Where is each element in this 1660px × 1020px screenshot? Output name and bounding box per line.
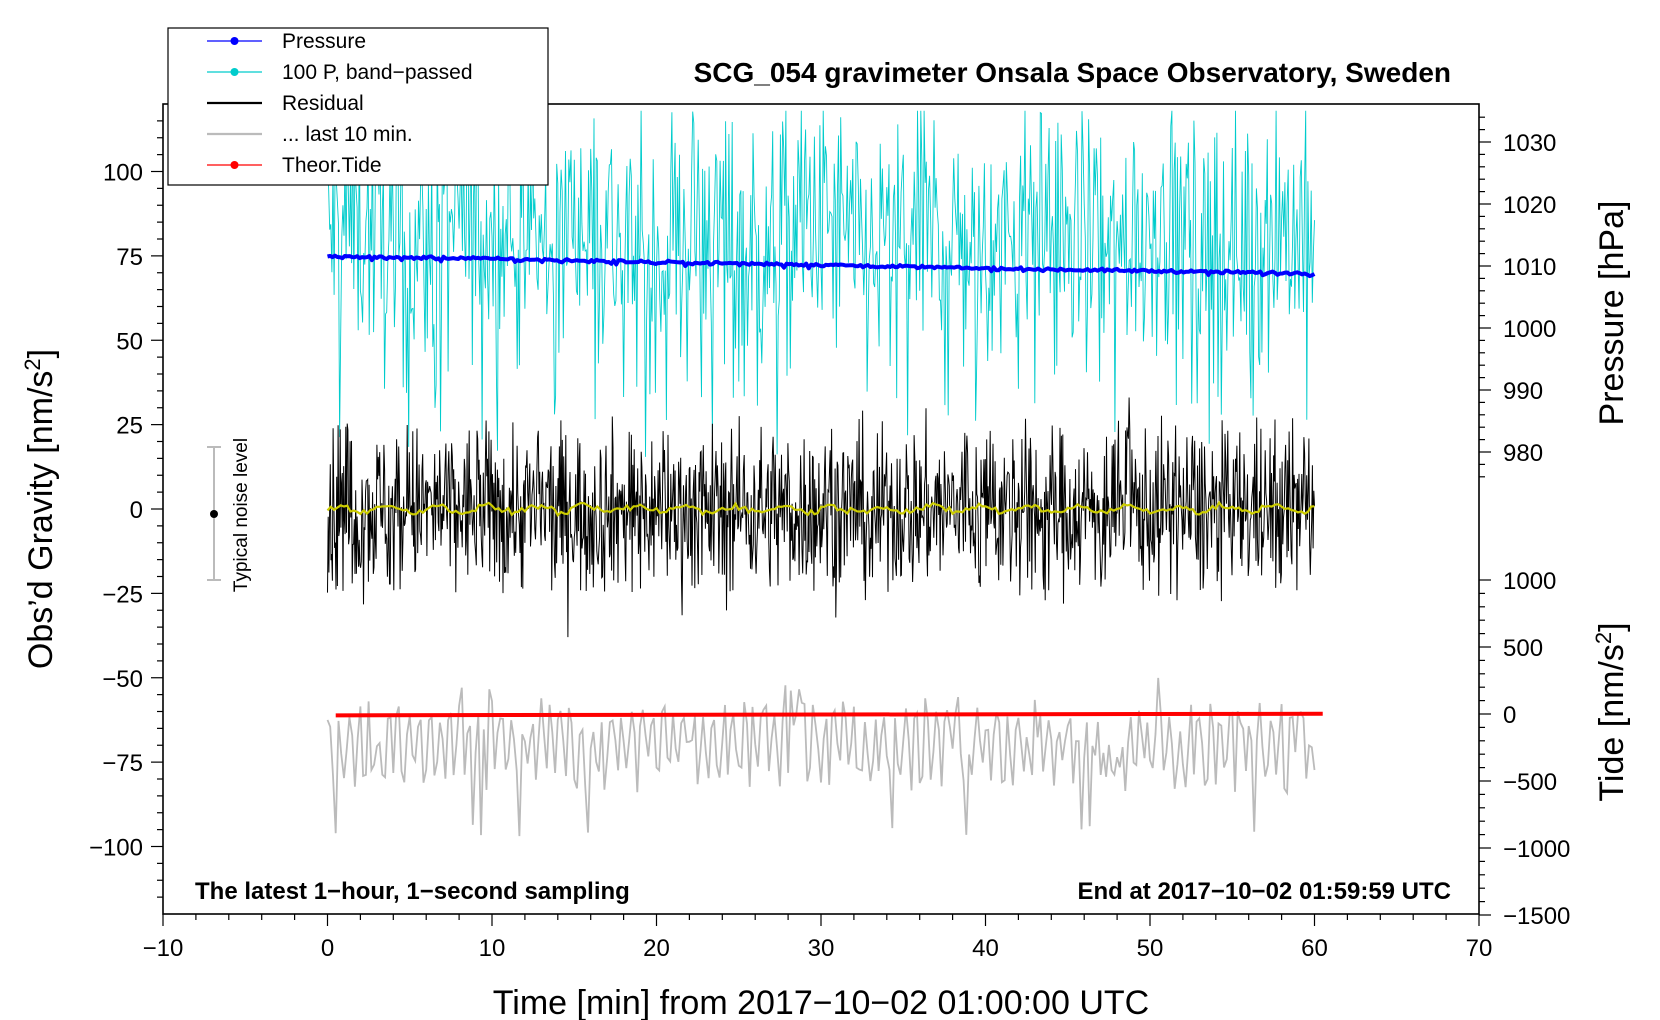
x-tick-label: 60: [1301, 935, 1328, 962]
tide-axis-title-sup: 2: [1591, 632, 1616, 644]
legend-entry: Pressure: [207, 30, 366, 53]
left-tick-label: −25: [102, 581, 143, 608]
x-tick-label: 10: [479, 935, 506, 962]
residual-smoothed-series: [326, 500, 1315, 518]
left-tick-label: −100: [89, 835, 143, 862]
legend-entry: Residual: [207, 92, 364, 115]
left-axis-title-close: ]: [22, 349, 60, 358]
x-tick-label: 40: [972, 935, 999, 962]
pressure-tick-label: 1000: [1503, 316, 1556, 343]
noise-level-indicator: Typical noise level: [207, 438, 252, 592]
tide-axis-title: Tide [nm/s2]: [1591, 622, 1631, 801]
legend-label: Theor.Tide: [282, 154, 382, 177]
x-tick-label: −10: [143, 935, 184, 962]
x-tick-label: 0: [321, 935, 334, 962]
x-tick-label: 20: [643, 935, 670, 962]
left-axis-title: Obs’d Gravity [nm/s2]: [20, 349, 60, 669]
legend-label: 100 P, band−passed: [282, 61, 473, 84]
legend-entry: 100 P, band−passed: [207, 61, 473, 84]
legend-label: ... last 10 min.: [282, 123, 413, 146]
residual-smoothed-line: [326, 500, 1315, 518]
tide-tick-label: −500: [1503, 769, 1557, 796]
tide-tick-label: 500: [1503, 635, 1543, 662]
end-time-annotation: End at 2017−10−02 01:59:59 UTC: [1077, 878, 1451, 905]
pressure-tick-label: 1030: [1503, 130, 1556, 157]
last-10-min-series: [326, 677, 1316, 837]
left-axis-title-sup: 2: [20, 358, 45, 370]
tide-axis-title-main: Tide [nm/s: [1593, 644, 1631, 801]
last-10-min-line: [326, 677, 1316, 837]
legend-box: [167, 27, 549, 186]
tide-tick-label: −1500: [1503, 903, 1570, 930]
pressure-tick-label: 990: [1503, 378, 1543, 405]
legend-entry: Theor.Tide: [207, 154, 382, 177]
x-axis-ticks: −10 0 10 20 30 40 50 60 70: [143, 914, 1493, 962]
left-tick-label: 0: [130, 497, 143, 524]
pressure-axis-ticks: 1030 1020 1010 1000 990 980: [1479, 116, 1556, 478]
x-tick-label: 30: [808, 935, 835, 962]
legend: Pressure 100 P, band−passed Residual ... la…: [167, 27, 549, 186]
left-tick-label: 100: [103, 160, 143, 187]
legend-entry: ... last 10 min.: [207, 123, 413, 146]
left-axis-title-main: Obs’d Gravity [nm/s: [22, 371, 60, 670]
theoretical-tide-line: [335, 711, 1323, 718]
pressure-series: [327, 253, 1316, 279]
residual-series: [327, 397, 1315, 638]
x-tick-label: 50: [1137, 935, 1164, 962]
left-tick-label: −50: [102, 666, 143, 693]
x-axis-title: Time [min] from 2017−10−02 01:00:00 UTC: [493, 984, 1149, 1020]
left-axis-ticks: 100 75 50 25 0 −25 −50 −75 −100: [89, 120, 163, 898]
legend-swatch-marker: [230, 161, 239, 169]
tide-tick-label: 0: [1503, 702, 1516, 729]
left-tick-label: 25: [116, 413, 143, 440]
left-tick-label: 50: [116, 328, 143, 355]
pressure-line: [327, 253, 1316, 279]
pressure-tick-label: 1020: [1503, 192, 1556, 219]
legend-label: Pressure: [282, 30, 366, 53]
legend-label: Residual: [282, 92, 364, 115]
noise-label: Typical noise level: [231, 438, 252, 592]
tide-tick-label: −1000: [1503, 836, 1570, 863]
pressure-tick-label: 1010: [1503, 254, 1556, 281]
theoretical-tide-series: [335, 711, 1323, 718]
left-tick-label: −75: [102, 750, 143, 777]
legend-swatch-marker: [230, 68, 239, 76]
sampling-annotation: The latest 1−hour, 1−second sampling: [195, 878, 630, 905]
legend-swatch-marker: [230, 37, 239, 45]
noise-center-dot: [210, 510, 218, 518]
tide-axis-ticks: 1000 500 0 −500 −1000 −1500: [1479, 568, 1570, 930]
pressure-tick-label: 980: [1503, 440, 1543, 467]
chart-title: SCG_054 gravimeter Onsala Space Observat…: [694, 57, 1451, 88]
pressure-axis-title: Pressure [hPa]: [1593, 201, 1631, 426]
tide-axis-title-close: ]: [1593, 622, 1631, 631]
residual-line: [327, 397, 1315, 638]
left-tick-label: 75: [116, 244, 143, 271]
x-tick-label: 70: [1466, 935, 1493, 962]
tide-tick-label: 1000: [1503, 568, 1556, 595]
